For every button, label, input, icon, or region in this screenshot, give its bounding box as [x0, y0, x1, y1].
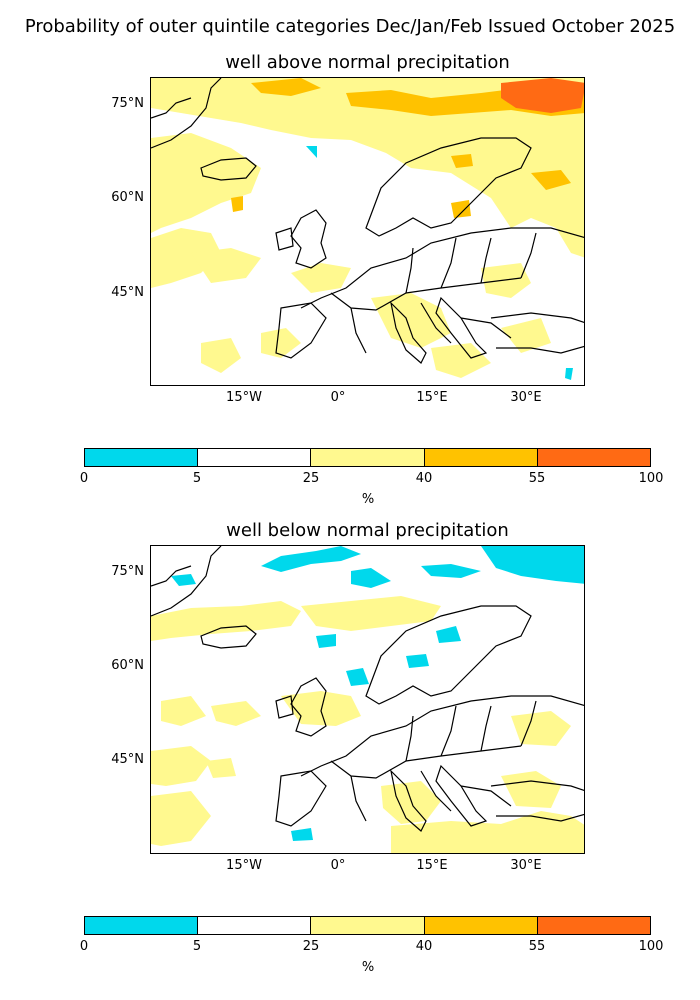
colorbar2-tick-25: 25 — [302, 939, 320, 954]
colorbar2-seg-0-5 — [85, 917, 199, 934]
figure-title: Probability of outer quintile categories… — [24, 16, 676, 37]
panel-title-above: well above normal precipitation — [225, 52, 510, 73]
colorbar2-tick-0: 0 — [79, 939, 89, 954]
colorbar-seg-0-5 — [85, 449, 199, 466]
map-below-normal-svg — [151, 546, 584, 853]
lat-tick-60n: 60°N — [111, 190, 144, 205]
lon-tick-0-below: 0° — [330, 858, 346, 873]
map-above-normal — [150, 77, 585, 386]
lon-tick-30e: 30°E — [510, 390, 542, 405]
colorbar-unit-label: % — [361, 492, 375, 507]
lat-tick-45n-below: 45°N — [111, 752, 144, 767]
lat-tick-75n-below: 75°N — [111, 564, 144, 579]
lon-tick-15w: 15°W — [226, 390, 262, 405]
lon-tick-15e: 15°E — [416, 390, 448, 405]
colorbar-above — [84, 448, 651, 467]
colorbar2-tick-55: 55 — [528, 939, 546, 954]
shading-25-40-below — [151, 596, 584, 853]
colorbar-tick-100: 100 — [638, 471, 664, 486]
lat-tick-60n-below: 60°N — [111, 658, 144, 673]
lon-tick-30e-below: 30°E — [510, 858, 542, 873]
colorbar-below — [84, 916, 651, 935]
colorbar2-tick-5: 5 — [192, 939, 202, 954]
colorbar-seg-25-40 — [311, 449, 425, 466]
colorbar2-seg-25-40 — [311, 917, 425, 934]
colorbar-tick-25: 25 — [302, 471, 320, 486]
shading-55-100 — [501, 78, 584, 113]
lon-tick-0: 0° — [330, 390, 346, 405]
lon-tick-15e-below: 15°E — [416, 858, 448, 873]
colorbar2-seg-55-100 — [537, 917, 651, 934]
colorbar-tick-55: 55 — [528, 471, 546, 486]
lon-tick-15w-below: 15°W — [226, 858, 262, 873]
colorbar2-tick-40: 40 — [415, 939, 433, 954]
colorbar-tick-0: 0 — [79, 471, 89, 486]
map-above-normal-svg — [151, 78, 584, 380]
coastlines — [151, 78, 584, 364]
colorbar-seg-40-55 — [424, 449, 538, 466]
panel-title-below: well below normal precipitation — [226, 520, 509, 541]
colorbar-tick-5: 5 — [192, 471, 202, 486]
shading-0-5-below — [171, 546, 584, 841]
lat-tick-45n: 45°N — [111, 285, 144, 300]
colorbar-seg-55-100 — [537, 449, 651, 466]
colorbar2-tick-100: 100 — [638, 939, 664, 954]
shading-25-40 — [151, 78, 584, 378]
colorbar-tick-40: 40 — [415, 471, 433, 486]
map-below-normal — [150, 545, 585, 854]
coastlines-below — [151, 546, 584, 832]
shading-0-5 — [306, 146, 573, 380]
colorbar2-seg-40-55 — [424, 917, 538, 934]
colorbar-seg-5-25 — [198, 449, 312, 466]
colorbar2-unit-label: % — [361, 960, 375, 975]
colorbar2-seg-5-25 — [198, 917, 312, 934]
lat-tick-75n: 75°N — [111, 96, 144, 111]
